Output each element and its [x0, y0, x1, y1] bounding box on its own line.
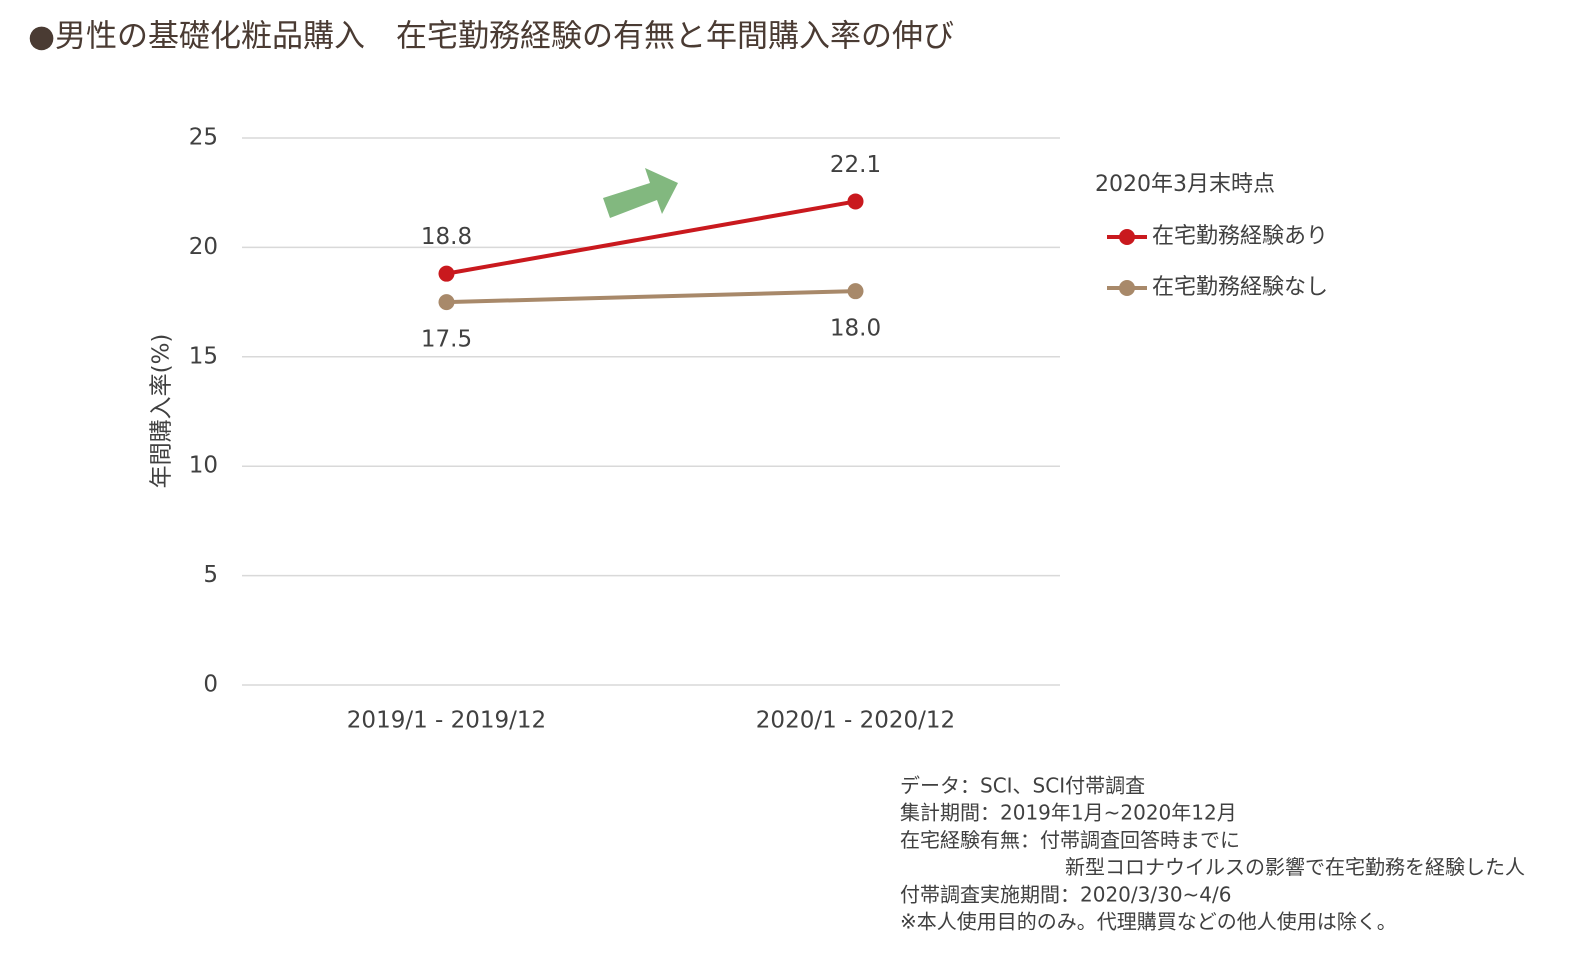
- y-tick-label: 15: [189, 343, 218, 369]
- marker: [438, 294, 455, 311]
- y-tick-label: 25: [189, 125, 218, 151]
- marker: [847, 193, 864, 210]
- x-tick-label: 2020/1 - 2020/12: [756, 708, 955, 734]
- line: [446, 289, 856, 305]
- legend-label: 在宅勤務経験あり: [1152, 224, 1328, 249]
- chart-title: ●男性の基礎化粧品購入 在宅勤務経験の有無と年間購入率の伸び: [28, 19, 954, 55]
- footnote: 新型コロナウイルスの影響で在宅勤務を経験した人: [1065, 855, 1525, 879]
- line: [446, 199, 856, 276]
- y-tick-label: 5: [203, 562, 218, 588]
- footnote: ※本人使用目的のみ。代理購買などの他人使用は除く。: [900, 910, 1397, 934]
- footnote: 在宅経験有無：付帯調査回答時までに: [900, 828, 1240, 852]
- data-label: 18.8: [421, 224, 472, 250]
- footnote: データ：SCI、SCI付帯調査: [900, 774, 1145, 798]
- x-tick-label: 2019/1 - 2019/12: [347, 708, 546, 734]
- y-axis-label: 年間購入率(%): [149, 334, 175, 489]
- footnote: 付帯調査実施期間：2020/3/30~4/6: [900, 882, 1232, 906]
- y-tick-label: 10: [189, 453, 218, 479]
- y-tick-label: 0: [203, 672, 218, 698]
- marker: [847, 283, 864, 300]
- footnote: 集計期間：2019年1月~2020年12月: [900, 801, 1237, 825]
- trend-arrow: [603, 168, 678, 218]
- data-label: 22.1: [830, 152, 881, 178]
- legend-marker: [1119, 280, 1135, 296]
- marker: [438, 265, 455, 282]
- legend-label: 在宅勤務経験なし: [1152, 275, 1328, 300]
- legend-title: 2020年3月末時点: [1095, 172, 1275, 197]
- y-tick-label: 20: [189, 234, 218, 260]
- legend-marker: [1119, 229, 1135, 245]
- data-label: 18.0: [830, 316, 881, 342]
- data-label: 17.5: [421, 327, 472, 353]
